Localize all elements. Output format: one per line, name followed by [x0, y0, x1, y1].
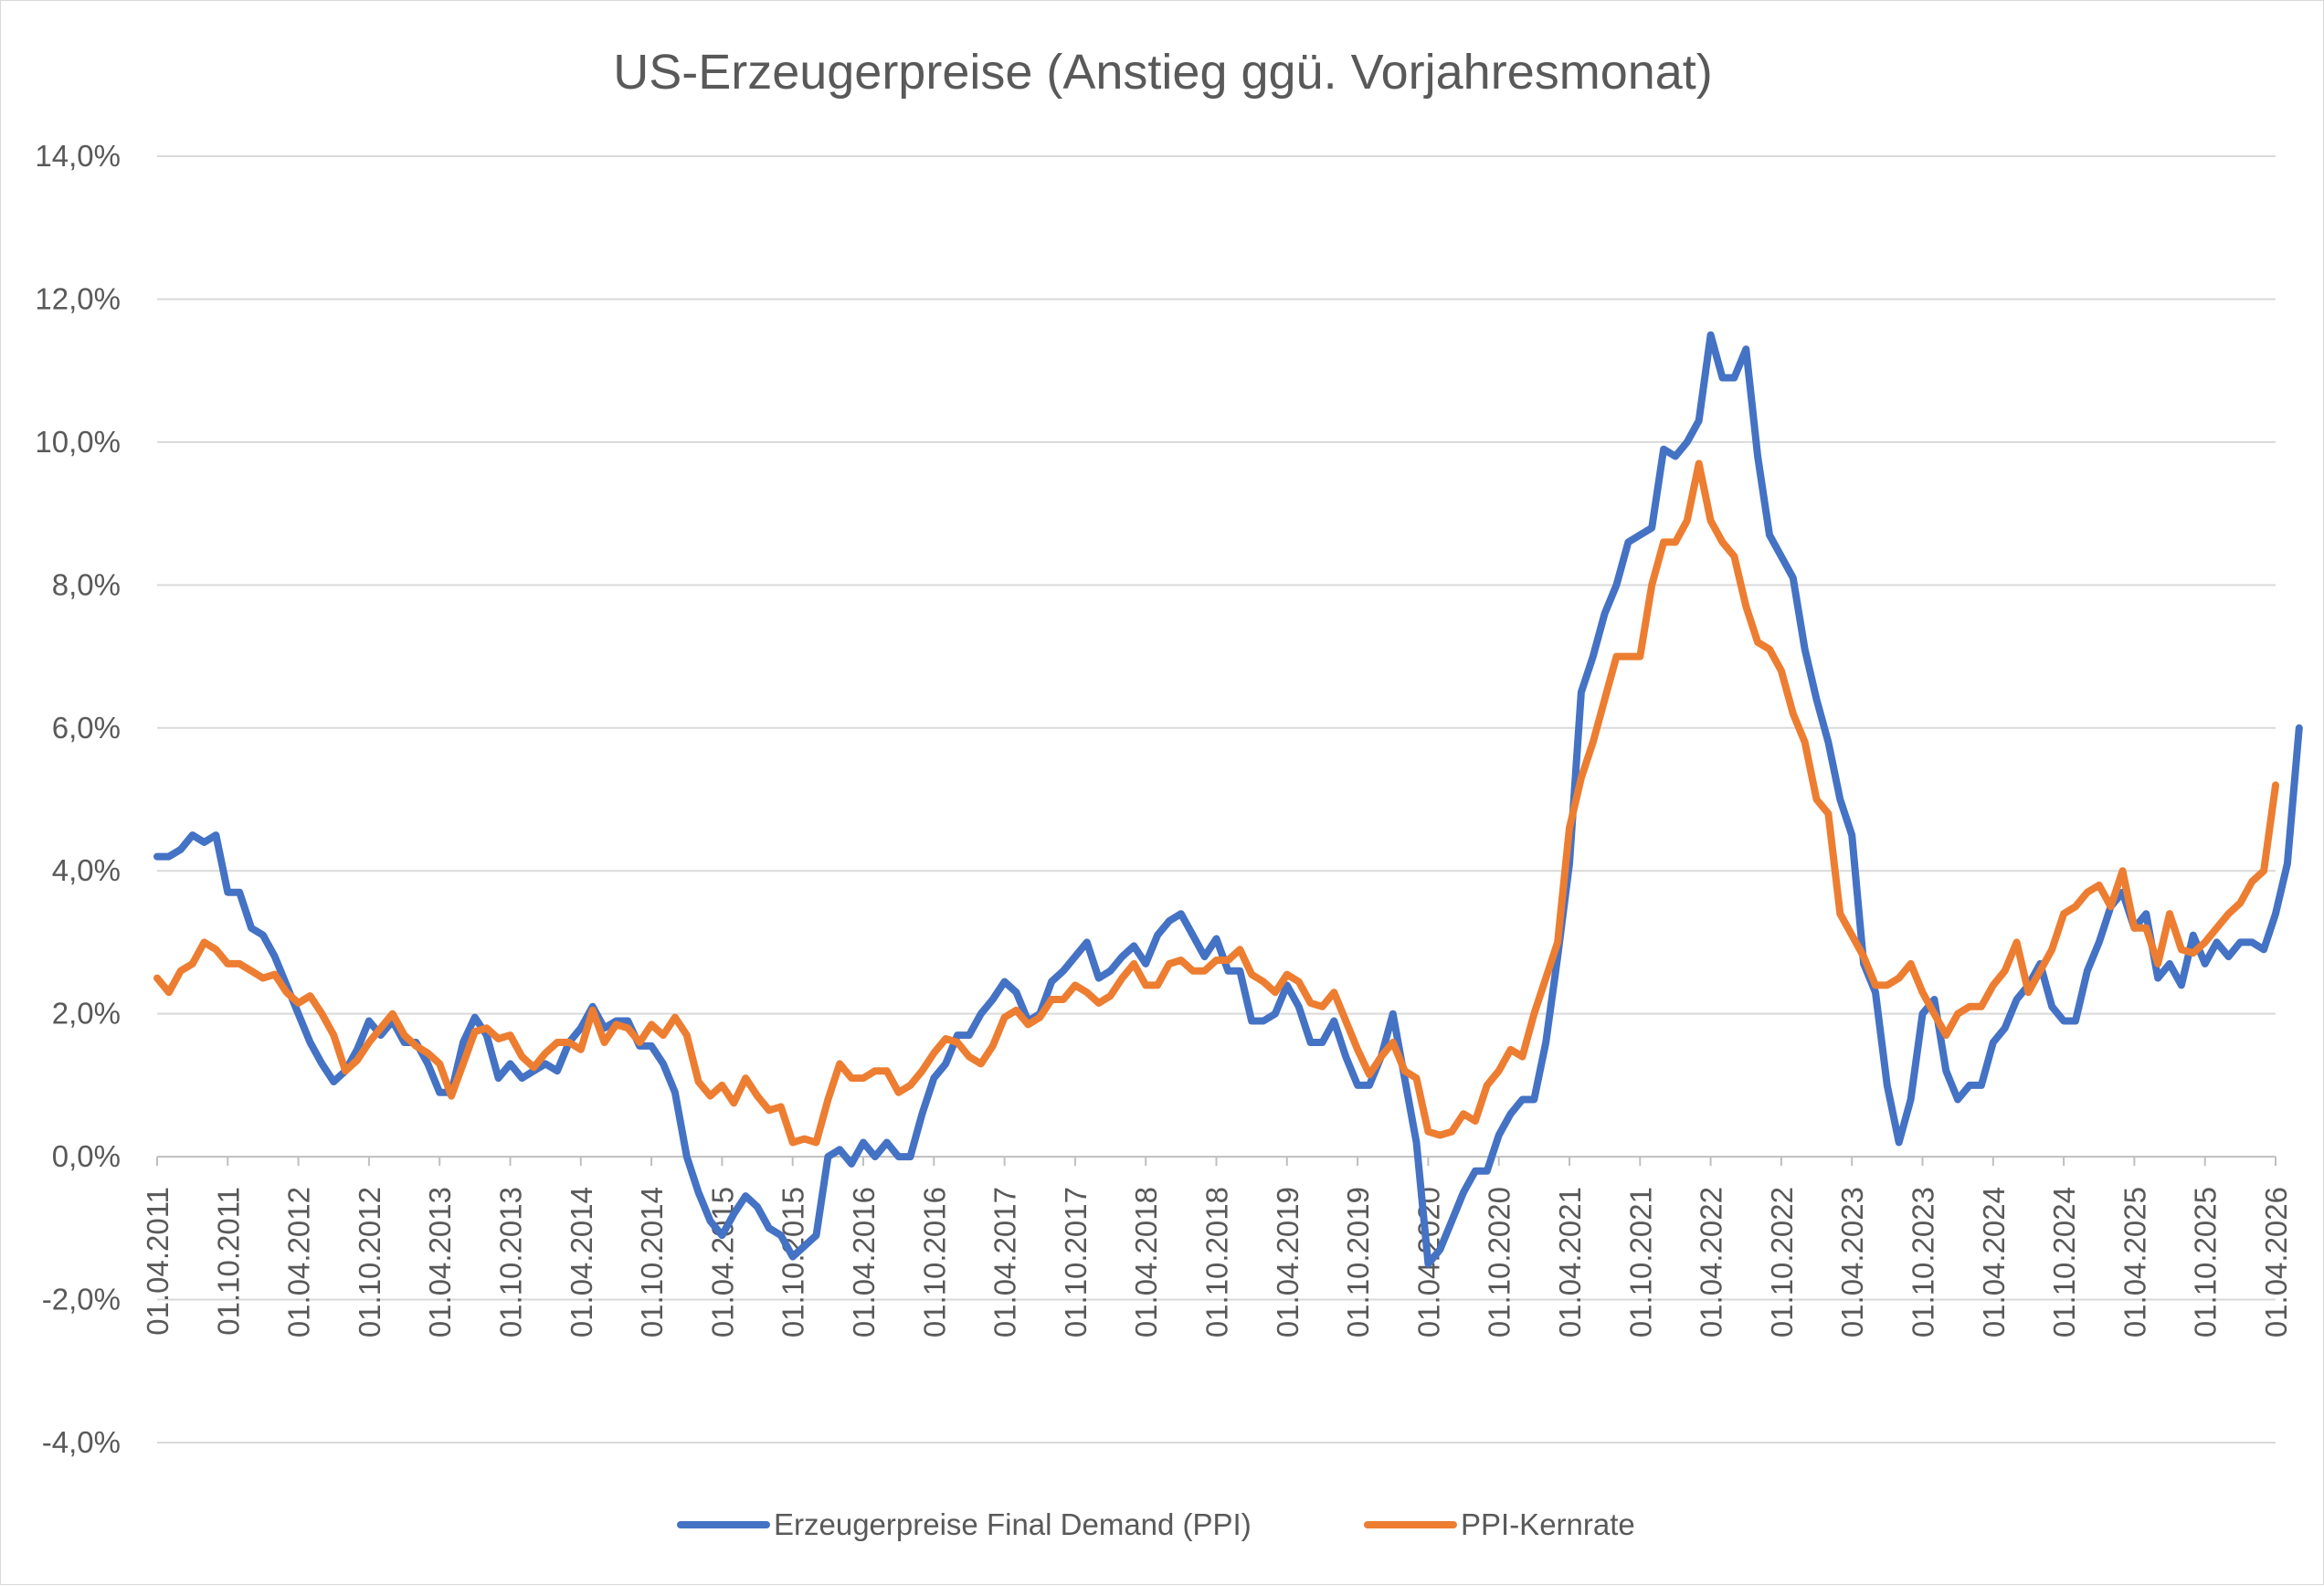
y-tick-label: 10,0%	[35, 425, 121, 459]
y-axis-tick-labels: -4,0% -2,0% 0,0% 2,0% 4,0% 6,0% 8,0% 10,0% 12,0%…	[35, 139, 121, 1459]
x-tick-label: 01.04.2024	[1977, 1187, 2011, 1338]
x-tick-label: 01.04.2021	[1553, 1187, 1587, 1338]
x-tick-label: 01.04.2023	[1835, 1187, 1869, 1338]
series-line-ppi	[153, 331, 2303, 1268]
x-axis	[156, 1156, 2276, 1167]
series-lines	[153, 331, 2303, 1268]
gridlines	[157, 155, 2276, 1443]
x-tick-label: 01.10.2012	[353, 1187, 386, 1338]
x-tick-label: 01.10.2025	[2189, 1187, 2223, 1338]
x-tick-label: 01.04.2022	[1695, 1187, 1728, 1338]
x-tick-label: 01.10.2019	[1341, 1187, 1375, 1338]
legend-label: Erzeugerpreise Final Demand (PPI)	[774, 1507, 1252, 1541]
x-tick-label: 01.10.2013	[494, 1187, 528, 1338]
x-tick-label: 01.04.2012	[282, 1187, 316, 1338]
x-tick-label: 01.04.2017	[988, 1187, 1022, 1338]
x-tick-label: 01.04.2026	[2259, 1187, 2293, 1338]
x-tick-label: 01.10.2014	[635, 1187, 669, 1338]
x-tick-label: 01.10.2011	[211, 1187, 245, 1336]
y-tick-label: 2,0%	[52, 997, 121, 1031]
x-tick-label: 01.10.2024	[2047, 1187, 2081, 1338]
x-tick-label: 01.10.2015	[776, 1187, 810, 1338]
x-tick-label: 01.04.2011	[141, 1187, 174, 1336]
chart-title: US-Erzeugerpreise (Anstieg ggü. Vorjahre…	[613, 45, 1713, 100]
x-tick-label: 01.10.2017	[1059, 1187, 1093, 1338]
y-tick-label: 6,0%	[52, 711, 121, 745]
y-tick-label: 14,0%	[35, 139, 121, 173]
x-tick-label: 01.10.2023	[1907, 1187, 1940, 1338]
y-tick-label: 4,0%	[52, 853, 121, 887]
x-tick-label: 01.04.2019	[1271, 1187, 1305, 1338]
x-tick-label: 01.10.2021	[1623, 1187, 1657, 1338]
legend: Erzeugerpreise Final Demand (PPI) PPI-Ker…	[677, 1507, 1635, 1541]
x-tick-label: 01.04.2018	[1129, 1187, 1163, 1338]
y-tick-label: -4,0%	[42, 1425, 121, 1459]
y-tick-label: -2,0%	[42, 1283, 121, 1316]
x-tick-label: 01.10.2020	[1483, 1187, 1516, 1338]
x-tick-label: 01.10.2016	[917, 1187, 951, 1338]
x-tick-label: 01.10.2018	[1200, 1187, 1234, 1338]
x-axis-tick-labels: 01.04.2011 01.10.2011 01.04.2012 01.10.2012…	[141, 1187, 2293, 1338]
y-tick-label: 12,0%	[35, 281, 121, 315]
series-line-ppi-kernrate	[153, 460, 2279, 1147]
y-tick-label: 8,0%	[52, 567, 121, 601]
x-tick-label: 01.04.2014	[565, 1187, 598, 1338]
x-tick-label: 01.04.2025	[2118, 1187, 2151, 1338]
y-tick-label: 0,0%	[52, 1139, 121, 1173]
x-tick-label: 01.04.2016	[847, 1187, 881, 1338]
legend-label: PPI-Kernrate	[1461, 1507, 1635, 1541]
x-tick-label: 01.10.2022	[1765, 1187, 1799, 1338]
x-tick-label: 01.04.2013	[423, 1187, 457, 1338]
